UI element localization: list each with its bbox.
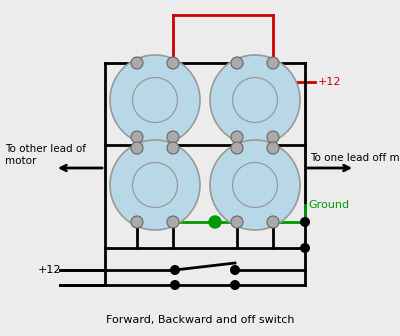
Circle shape (232, 78, 278, 123)
Circle shape (231, 57, 243, 69)
Circle shape (110, 55, 200, 145)
Circle shape (167, 216, 179, 228)
Text: To other lead of
motor: To other lead of motor (5, 144, 86, 166)
Circle shape (232, 163, 278, 208)
Text: To one lead off motor: To one lead off motor (310, 153, 400, 163)
Circle shape (267, 216, 279, 228)
Circle shape (210, 140, 300, 230)
Circle shape (131, 131, 143, 143)
Circle shape (231, 131, 243, 143)
Circle shape (209, 216, 221, 228)
Circle shape (132, 163, 178, 208)
Circle shape (231, 216, 243, 228)
Circle shape (170, 265, 180, 275)
Circle shape (132, 78, 178, 123)
Circle shape (131, 57, 143, 69)
Circle shape (230, 280, 240, 290)
Text: +12: +12 (318, 77, 342, 87)
Circle shape (131, 142, 143, 154)
Circle shape (230, 265, 240, 275)
Circle shape (167, 142, 179, 154)
Circle shape (231, 142, 243, 154)
Text: Forward, Backward and off switch: Forward, Backward and off switch (106, 315, 294, 325)
Circle shape (300, 243, 310, 253)
Circle shape (300, 217, 310, 227)
Circle shape (170, 280, 180, 290)
Circle shape (167, 131, 179, 143)
Circle shape (110, 140, 200, 230)
Circle shape (167, 57, 179, 69)
Circle shape (267, 57, 279, 69)
Circle shape (131, 216, 143, 228)
Circle shape (267, 142, 279, 154)
Circle shape (267, 131, 279, 143)
Text: Ground: Ground (308, 200, 349, 210)
Text: +12: +12 (38, 265, 62, 275)
Circle shape (210, 55, 300, 145)
